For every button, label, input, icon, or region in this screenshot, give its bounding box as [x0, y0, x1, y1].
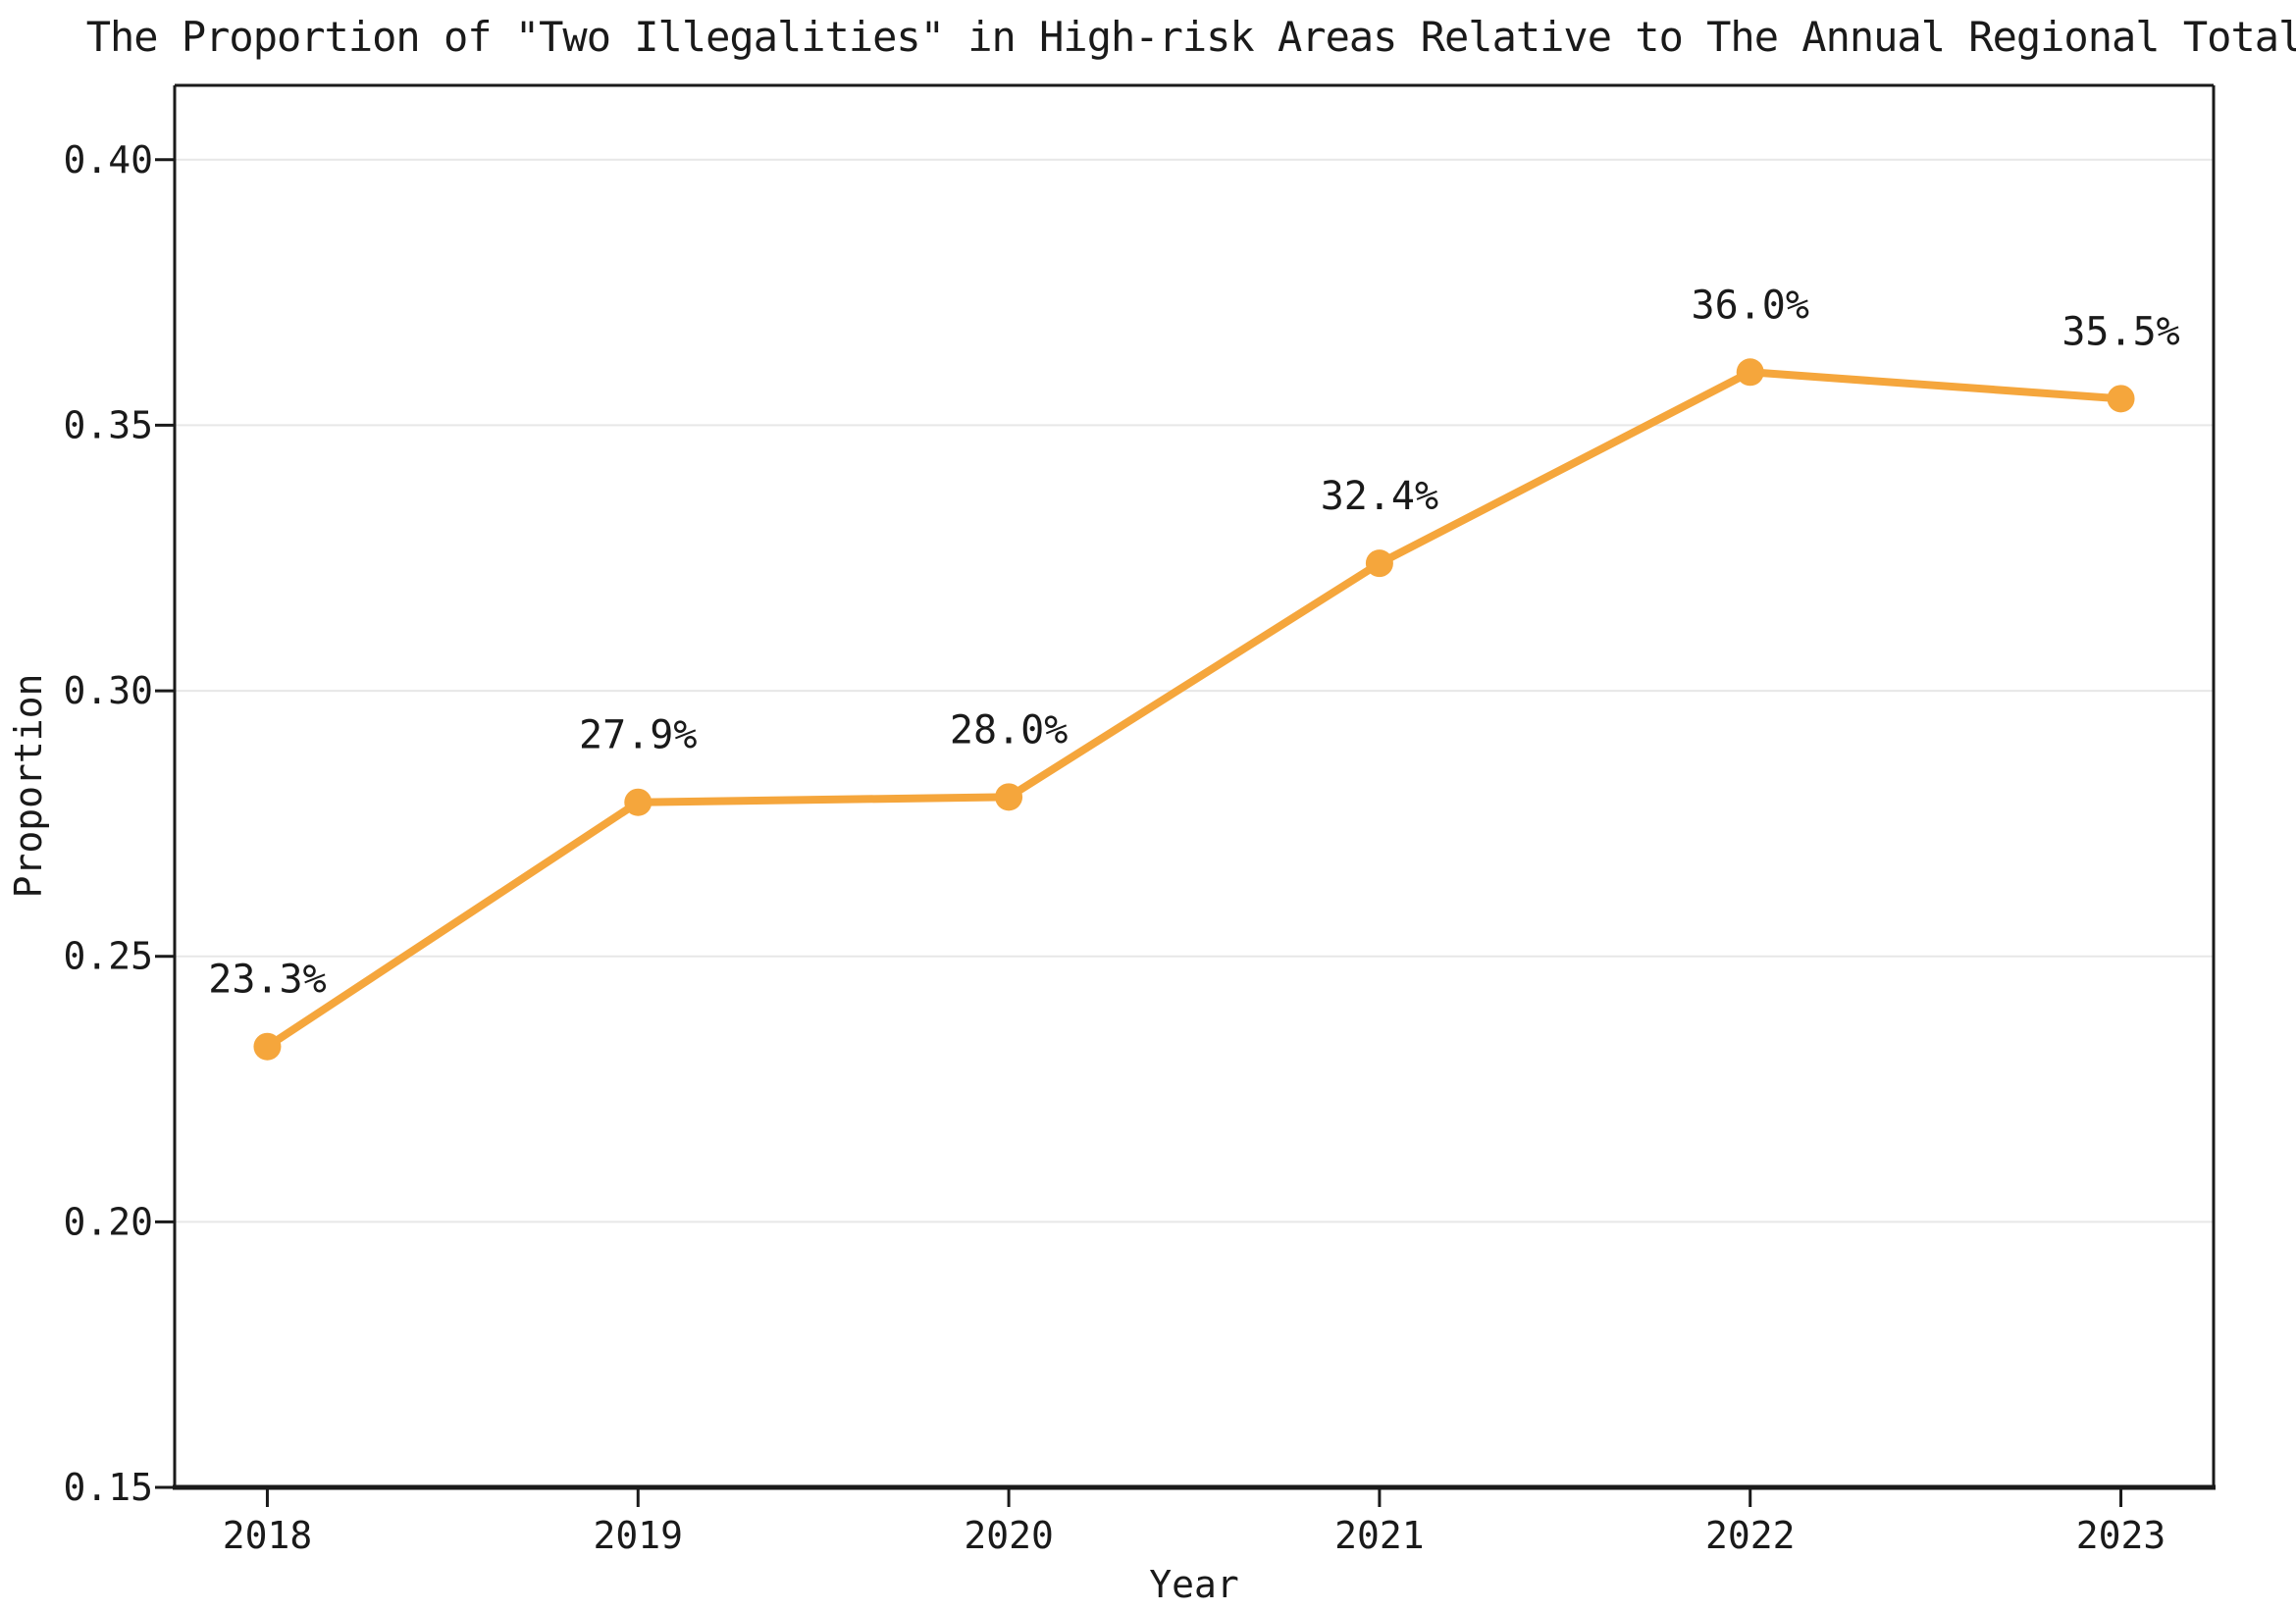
y-axis-label: Proportion [7, 674, 50, 899]
x-tick-label: 2019 [594, 1514, 684, 1557]
data-point-marker [624, 788, 652, 816]
data-point-marker [1736, 358, 1764, 387]
y-tick-label: 0.40 [63, 138, 153, 182]
data-point-marker [995, 783, 1023, 811]
x-axis-label: Year [1149, 1563, 1239, 1606]
data-point-marker [253, 1032, 282, 1061]
axis-ticks [155, 158, 2123, 1507]
x-tick-label: 2023 [2076, 1514, 2166, 1557]
y-tick-label: 0.15 [63, 1466, 153, 1509]
data-point-marker [1365, 549, 1393, 578]
tick-labels: 0.15 0.20 0.25 0.30 0.35 0.40 2018 2019 2020 2021… [63, 138, 2166, 1557]
x-tick-label: 2018 [223, 1514, 313, 1557]
plot-frame [173, 83, 2216, 1490]
data-point-label: 35.5% [2061, 309, 2179, 354]
data-point-label: 27.9% [579, 713, 697, 758]
data-point-label: 23.3% [208, 958, 326, 1003]
chart-title: The Proportion of "Two Illegalities" in … [86, 13, 2296, 61]
data-point-marker [2107, 385, 2135, 413]
data-point-label: 32.4% [1321, 474, 1438, 519]
x-tick-label: 2021 [1334, 1514, 1425, 1557]
y-tick-label: 0.25 [63, 935, 153, 978]
x-tick-label: 2022 [1705, 1514, 1796, 1557]
y-tick-label: 0.20 [63, 1200, 153, 1243]
data-series: 23.3% 27.9% 28.0% 32.4% 36.0% 35.5% [208, 283, 2180, 1061]
gridlines [175, 158, 2214, 1488]
data-line [263, 368, 2125, 1051]
y-tick-label: 0.30 [63, 669, 153, 712]
x-tick-label: 2020 [964, 1514, 1054, 1557]
data-point-label: 36.0% [1692, 283, 1809, 328]
data-point-label: 28.0% [950, 707, 1068, 753]
y-tick-label: 0.35 [63, 403, 153, 446]
